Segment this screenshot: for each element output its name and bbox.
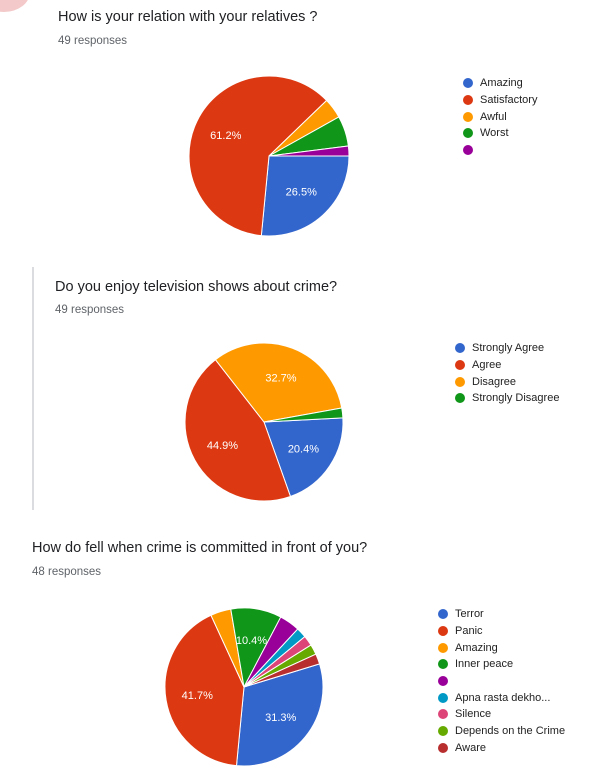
legend-item[interactable]: Terror [438, 606, 565, 623]
pie-chart: 26.5% 61.2% [188, 75, 350, 237]
legend-label: Satisfactory [480, 94, 538, 107]
legend-label: Strongly Disagree [472, 392, 560, 405]
pie-slice-3[interactable] [263, 407, 344, 423]
legend-item[interactable]: Worst [463, 125, 537, 142]
legend-label: Agree [472, 359, 502, 372]
legend-label: Amazing [455, 641, 498, 654]
legend-item[interactable]: Agree [455, 357, 559, 374]
legend-color-dot [438, 626, 448, 637]
slice-percentage-label: 20.4% [288, 443, 319, 455]
slice-percentage-label: 10.4% [236, 635, 267, 647]
question-title: How do fell when crime is committed in f… [32, 540, 368, 556]
legend-item[interactable]: Inner peace [438, 656, 565, 673]
pie-slice-4[interactable] [268, 145, 350, 157]
pie-chart: 31.3% 41.7% 10.4% [164, 607, 324, 767]
chart-legend: Strongly Agree Agree Disagree Strongly Disa… [455, 340, 559, 407]
pie-chart: 20.4% 44.9% 32.7% [184, 342, 344, 502]
legend-label: Worst [480, 127, 509, 140]
response-count: 48 responses [32, 566, 102, 578]
legend-item[interactable]: Amazing [438, 639, 565, 656]
question-card-relatives: How is your relation with your relatives… [0, 0, 593, 260]
legend-item[interactable]: Strongly Disagree [455, 390, 559, 407]
legend-item[interactable]: Panic [438, 623, 565, 640]
legend-color-dot [438, 726, 448, 737]
pie-slice-0[interactable] [235, 663, 324, 767]
chart-legend: Amazing Satisfactory Awful Worst [463, 75, 537, 158]
legend-item[interactable]: Depends on the Crime [438, 723, 565, 740]
legend-color-dot [455, 360, 465, 371]
legend-color-dot [438, 742, 448, 753]
legend-color-dot [463, 95, 473, 106]
legend-item[interactable]: Strongly Agree [455, 340, 559, 357]
legend-item[interactable]: Satisfactory [463, 92, 537, 109]
legend-item[interactable]: Disagree [455, 373, 559, 390]
pie-slice-1[interactable] [184, 358, 292, 502]
card-divider [32, 267, 34, 510]
legend-color-dot [438, 676, 448, 687]
pie-slice-1[interactable] [164, 614, 245, 767]
legend-color-dot [463, 111, 473, 122]
legend-color-dot [438, 609, 448, 620]
slice-percentage-label: 32.7% [265, 373, 296, 385]
legend-color-dot [438, 692, 448, 703]
question-title: Do you enjoy television shows about crim… [55, 279, 338, 295]
legend-item[interactable] [438, 673, 565, 690]
legend-color-dot [455, 343, 465, 354]
legend-label: Disagree [472, 375, 517, 388]
slice-percentage-label: 61.2% [210, 130, 241, 142]
legend-color-dot [438, 709, 448, 720]
slice-percentage-label: 26.5% [286, 187, 317, 199]
chart-legend: Terror Panic Amazing Inner peace Apna rasta … [438, 606, 565, 756]
legend-label: Strongly Agree [472, 342, 545, 355]
legend-color-dot [463, 78, 473, 89]
legend-color-dot [463, 128, 473, 139]
pie-slice-0[interactable] [260, 155, 350, 237]
response-count: 49 responses [55, 304, 125, 316]
legend-item[interactable] [463, 142, 537, 159]
legend-label: Apna rasta dekho... [455, 691, 551, 704]
legend-item[interactable]: Silence [438, 706, 565, 723]
pie-slice-1[interactable] [188, 75, 328, 237]
legend-item[interactable]: Aware [438, 740, 565, 757]
slice-percentage-label: 41.7% [182, 690, 213, 702]
response-count: 49 responses [58, 35, 128, 47]
legend-label: Depends on the Crime [455, 725, 566, 738]
question-card-feelings: How do fell when crime is committed in f… [0, 525, 593, 777]
legend-label: Silence [455, 708, 492, 721]
legend-item[interactable]: Apna rasta dekho... [438, 689, 565, 706]
legend-label: Aware [455, 741, 486, 754]
legend-color-dot [438, 659, 448, 670]
legend-label: Awful [480, 110, 507, 123]
legend-item[interactable]: Awful [463, 108, 537, 125]
slice-percentage-label: 31.3% [265, 712, 296, 724]
legend-label: Terror [455, 608, 484, 621]
slice-percentage-label: 44.9% [207, 440, 238, 452]
legend-color-dot [455, 376, 465, 387]
legend-label: Amazing [480, 77, 523, 90]
question-card-television: Do you enjoy television shows about crim… [0, 262, 593, 512]
question-title: How is your relation with your relatives… [58, 9, 318, 25]
pie-slice-2[interactable] [214, 342, 343, 423]
legend-color-dot [463, 145, 473, 156]
legend-item[interactable]: Amazing [463, 75, 537, 92]
legend-color-dot [438, 642, 448, 653]
legend-label: Panic [455, 625, 483, 638]
legend-label: Inner peace [455, 658, 514, 671]
pie-slice-8[interactable] [243, 653, 321, 688]
legend-color-dot [455, 393, 465, 404]
